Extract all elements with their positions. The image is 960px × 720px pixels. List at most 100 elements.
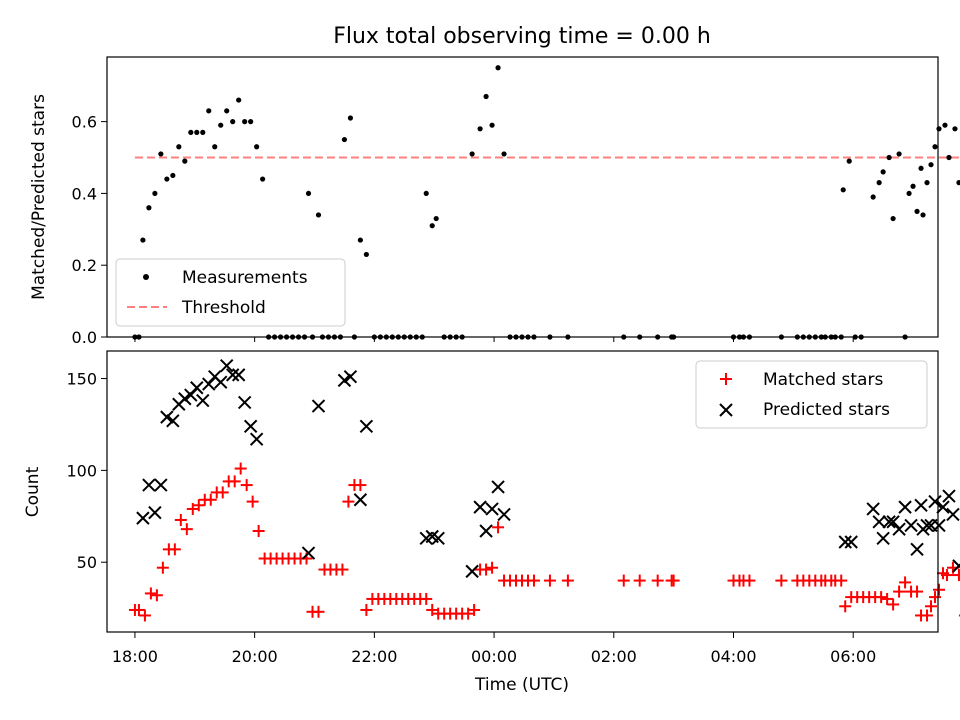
top-x-ticks (134, 337, 854, 342)
x-stroke-b (220, 358, 234, 373)
x-stroke-b (946, 507, 960, 522)
x-stroke-b (190, 381, 204, 395)
matched-star-point (940, 569, 953, 582)
predicted-star-point (872, 515, 886, 529)
x-stroke-b (301, 546, 316, 560)
predicted-star-point (136, 511, 150, 525)
x-stroke-b (892, 522, 906, 536)
x-stroke-b (914, 498, 928, 512)
matched-star-point (932, 583, 945, 596)
matched-star-point (743, 574, 756, 587)
matched-star-point (180, 523, 193, 536)
predicted-star-point (491, 480, 505, 494)
x-stroke-b (920, 518, 934, 533)
predicted-star-point (465, 564, 479, 579)
measurement-point (242, 119, 248, 125)
measurement-point (152, 190, 158, 197)
matched-star-point (252, 524, 265, 537)
predicted-star-point (160, 410, 174, 424)
matched-star-point (875, 591, 888, 604)
matched-star-point (312, 605, 325, 618)
predicted-star-point (231, 368, 246, 382)
predicted-star-point (838, 535, 852, 549)
matched-star-point (617, 574, 630, 587)
matched-star-point (561, 574, 574, 587)
top-legend-box (115, 258, 346, 327)
measurement-point (212, 144, 218, 150)
measurement-point (158, 151, 164, 157)
bottom-y-tick-label: 100 (66, 461, 97, 480)
predicted-star-point (214, 375, 228, 389)
x-stroke-b (479, 524, 493, 538)
matched-star-point (651, 574, 664, 587)
measurement-point (936, 126, 942, 132)
x-stroke-b (844, 535, 858, 549)
chart-title: Flux total observing time = 0.00 h (333, 24, 711, 49)
x-stroke-b (178, 392, 192, 406)
top-legend: Measurements Threshold (115, 258, 346, 327)
x-stroke-b (473, 500, 487, 514)
predicted-star-point (932, 518, 946, 533)
x-stroke-b (932, 518, 946, 533)
bottom-x-ticks: 18:00 20:00 22:00 00:00 02:00 04:00 06:00 (112, 632, 876, 666)
bottom-y-tick-label: 150 (66, 370, 97, 389)
predicted-star-point (844, 535, 858, 549)
matched-star-point (216, 486, 229, 499)
predicted-star-point (898, 500, 912, 514)
legend-threshold-label: Threshold (181, 298, 266, 318)
measurement-point (469, 151, 475, 157)
x-tick-label: 04:00 (710, 647, 756, 666)
predicted-star-point (154, 478, 168, 492)
predicted-star-point (473, 500, 487, 514)
matched-star-point (925, 600, 938, 613)
measurement-point (501, 151, 507, 157)
measurement-point (840, 187, 846, 193)
matched-star-point (156, 561, 169, 574)
matched-star-point (881, 592, 894, 605)
predicted-star-point (178, 392, 192, 406)
measurement-point (224, 108, 230, 114)
bottom-y-axis-label: Count (23, 466, 43, 517)
x-stroke-b (898, 500, 912, 514)
measurement-point (206, 108, 212, 114)
measurement-point (932, 144, 938, 150)
matched-star-point (144, 587, 157, 600)
x-stroke-b (886, 515, 900, 529)
measurement-point (363, 251, 369, 258)
matched-star-point (929, 591, 942, 604)
predicted-star-point (882, 515, 896, 529)
predicted-star-point (936, 500, 950, 514)
matched-star-point (192, 499, 205, 512)
legend-measurements-label: Measurements (182, 268, 308, 288)
measurement-point (230, 119, 236, 125)
measurement-point (433, 215, 439, 222)
x-stroke-b (928, 494, 942, 509)
predicted-star-point (952, 559, 960, 573)
x-tick-label: 22:00 (351, 647, 397, 666)
matched-star-point (893, 585, 906, 598)
x-stroke-b (952, 563, 960, 573)
predicted-star-point (166, 414, 180, 428)
measurement-point (188, 129, 194, 135)
matched-star-point (952, 569, 960, 582)
x-stroke-b (497, 507, 511, 522)
matched-star-point (234, 462, 247, 475)
x-stroke-b (160, 410, 174, 424)
measurement-point (170, 172, 176, 179)
predicted-star-point (866, 502, 880, 516)
matched-star-point (150, 589, 163, 602)
bottom-legend: Matched stars Predicted stars (695, 360, 928, 429)
measurement-point (956, 180, 960, 186)
x-stroke-b (243, 419, 258, 434)
measurement-point (489, 122, 495, 128)
matched-star-point (527, 574, 540, 587)
matched-star-point (492, 521, 505, 534)
predicted-star-point (485, 502, 499, 516)
x-tick-label: 00:00 (471, 647, 517, 666)
matched-star-point (168, 543, 181, 556)
x-stroke-b (154, 478, 168, 492)
measurement-point (236, 97, 242, 103)
predicted-star-point (946, 507, 960, 522)
matched-star-point (835, 574, 848, 587)
